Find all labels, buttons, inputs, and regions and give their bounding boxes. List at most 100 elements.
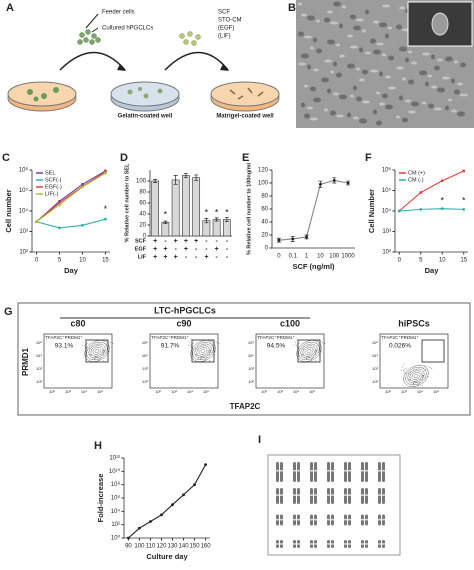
cell <box>327 10 333 14</box>
event <box>315 350 317 351</box>
cell <box>313 37 317 43</box>
legend-label: SCF(-) <box>45 177 62 183</box>
chromosome <box>293 488 296 504</box>
cell <box>419 70 427 76</box>
gate-label: TFAP2C⁺PRDM1⁺ <box>45 335 83 340</box>
event <box>212 343 214 345</box>
density-contour <box>413 374 419 378</box>
cell <box>330 21 338 25</box>
cell <box>431 54 435 60</box>
event <box>314 354 316 355</box>
panel-label: E <box>242 152 249 164</box>
condition-sign: + <box>184 246 188 253</box>
chromosome <box>293 462 296 482</box>
event <box>307 356 309 358</box>
event <box>303 346 305 348</box>
density-contour <box>90 345 104 357</box>
event <box>407 373 409 374</box>
event <box>91 346 93 348</box>
band <box>382 543 385 545</box>
event <box>422 385 424 387</box>
band <box>365 543 368 545</box>
y-tick-label: 10² <box>36 379 42 384</box>
point <box>104 171 107 175</box>
cell <box>434 107 442 111</box>
chromosome <box>382 488 385 504</box>
cell <box>359 47 363 53</box>
y-tick-label: 10⁵ <box>248 340 254 345</box>
y-tick-label: 10⁴ <box>248 353 254 358</box>
event <box>294 341 296 343</box>
event <box>413 386 415 388</box>
event <box>308 356 310 358</box>
event <box>302 355 304 357</box>
cell <box>324 108 328 112</box>
event <box>315 350 317 352</box>
event <box>94 357 95 359</box>
event <box>103 360 105 362</box>
cell <box>342 5 346 9</box>
band <box>348 543 351 545</box>
event <box>298 342 300 344</box>
cell <box>339 54 345 58</box>
cell <box>339 94 347 100</box>
point <box>127 536 130 540</box>
x-tick-label: 130 <box>168 544 179 550</box>
event <box>190 338 192 340</box>
cell <box>347 34 353 38</box>
cell <box>422 101 426 105</box>
cell <box>353 116 359 120</box>
cell <box>382 93 388 99</box>
cell <box>310 46 314 50</box>
event <box>324 343 326 345</box>
event <box>423 368 425 370</box>
band <box>378 518 381 521</box>
x-tick-label: 10⁴ <box>81 389 87 394</box>
point <box>104 217 107 221</box>
band <box>293 518 296 521</box>
y-tick-label: 10² <box>248 379 254 384</box>
event <box>86 348 88 349</box>
event <box>207 354 209 356</box>
bar <box>181 175 190 237</box>
point <box>58 226 61 230</box>
chromosome <box>348 488 351 504</box>
condition-sign: + <box>153 254 157 261</box>
gate <box>297 339 321 363</box>
cell <box>347 112 351 118</box>
point <box>277 238 281 242</box>
legend-label: SEL <box>45 170 55 176</box>
band <box>361 470 364 472</box>
y-tick-label: 10⁶ <box>111 495 121 502</box>
x-tick-label: 10⁵ <box>203 389 209 394</box>
density-contour <box>196 345 210 357</box>
x-tick-label: 10⁴ <box>293 389 299 394</box>
band <box>348 470 351 472</box>
series-line <box>36 218 106 229</box>
cell <box>365 9 369 15</box>
condition-name: LIF <box>138 254 147 260</box>
legend-label: LIF(-) <box>45 191 59 197</box>
condition-sign: + <box>215 246 219 253</box>
band <box>280 470 283 472</box>
event <box>296 338 298 340</box>
event <box>95 356 97 358</box>
x-tick-label: 0 <box>398 258 402 264</box>
cell <box>422 52 430 56</box>
annotation: * <box>164 209 168 219</box>
band <box>382 470 385 472</box>
point <box>440 179 444 183</box>
gate-percent: 94.5% <box>267 343 286 350</box>
density-contour <box>306 349 312 353</box>
annotation: * <box>205 207 209 217</box>
band <box>276 518 279 521</box>
event <box>82 341 84 343</box>
x-tick-label: 10³ <box>65 389 71 394</box>
band <box>344 518 347 521</box>
cell <box>411 61 417 65</box>
x-tick-label: 120 <box>156 544 167 550</box>
cell <box>307 106 313 110</box>
density-contour <box>84 340 110 362</box>
series-line <box>399 208 464 212</box>
